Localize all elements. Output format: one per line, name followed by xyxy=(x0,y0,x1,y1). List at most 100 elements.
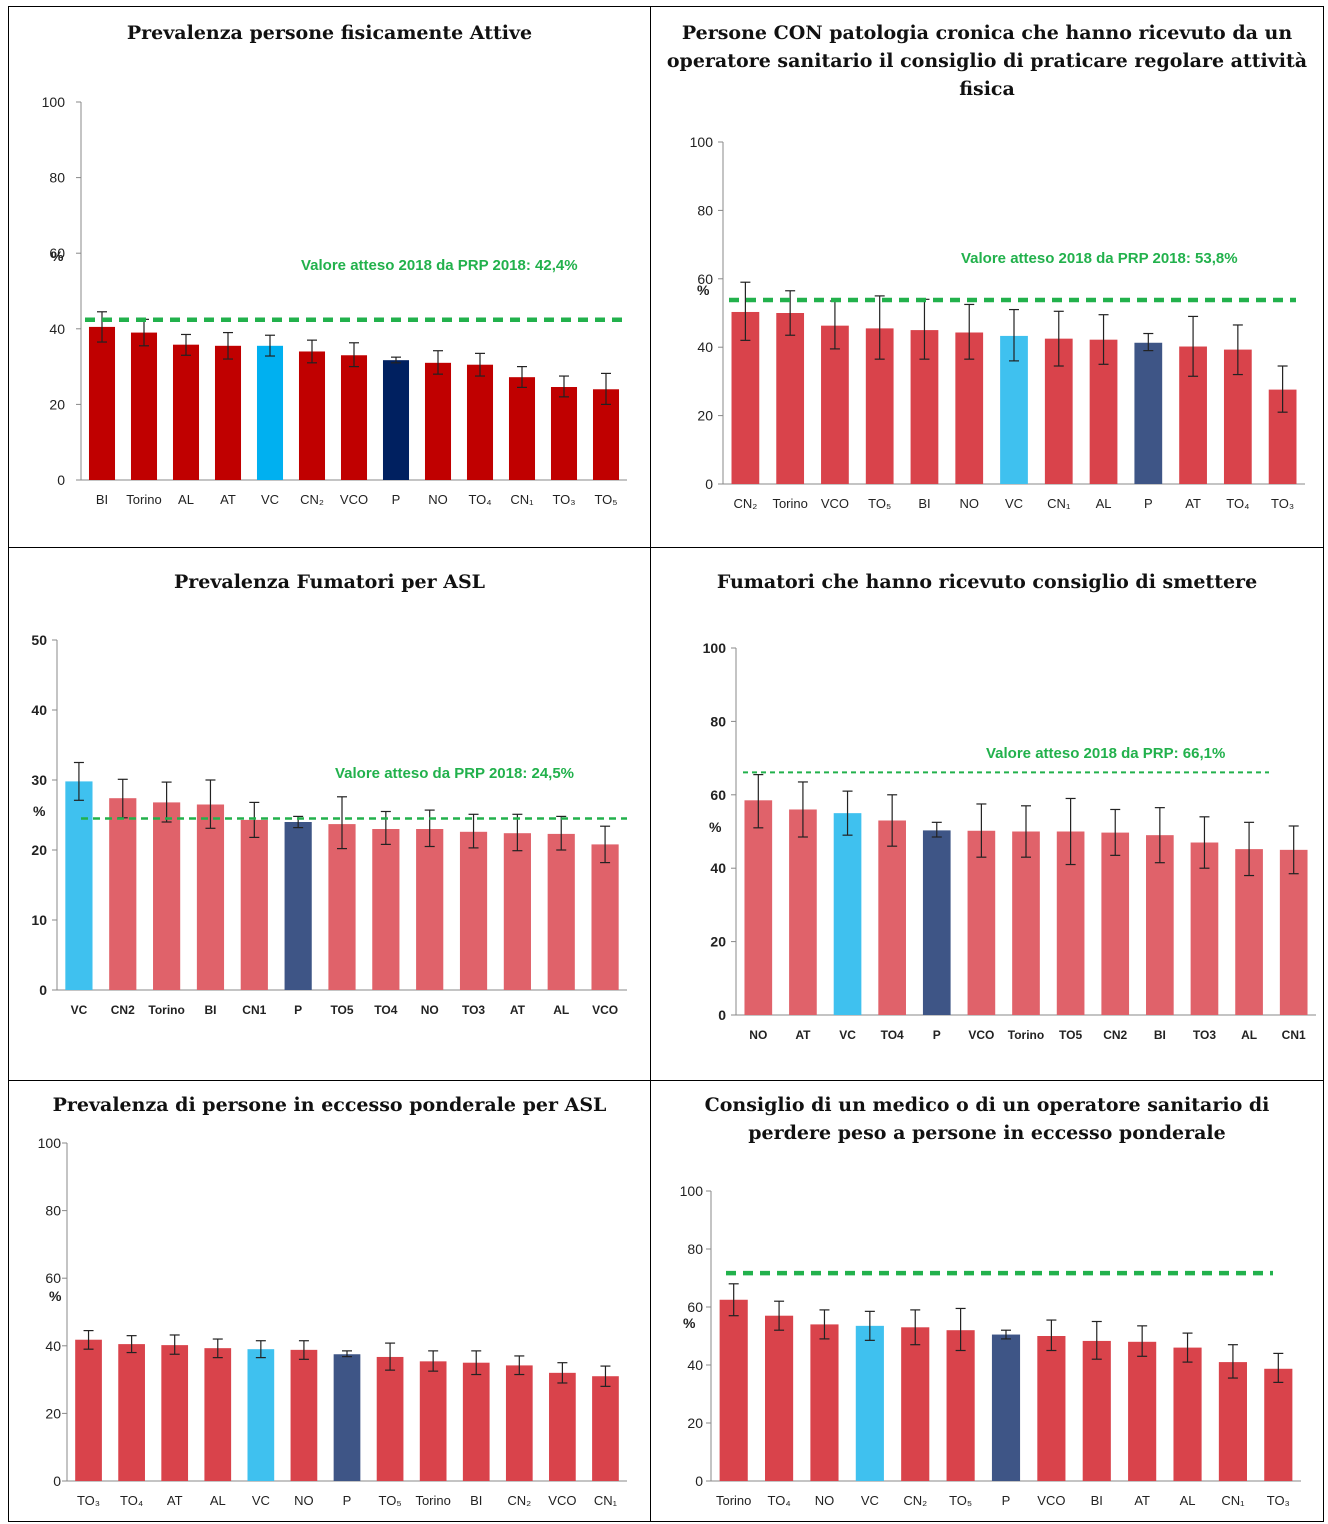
x-tick-label: VCO xyxy=(548,1493,576,1508)
panel-overweight-prevalence: Prevalenza di persone in eccesso pondera… xyxy=(9,1081,650,1521)
x-tick-label: P xyxy=(1144,496,1153,511)
y-axis-label: % xyxy=(51,248,64,264)
bar-CN2 xyxy=(505,1365,533,1481)
panel-smokers-prevalence: Prevalenza Fumatori per ASL 0 10 20 30 40 50%… xyxy=(9,548,650,1080)
y-tick-label: 0 xyxy=(57,472,65,488)
bar-CN2 xyxy=(901,1327,930,1481)
bar-VC xyxy=(855,1325,884,1481)
x-tick-label: Torino xyxy=(126,492,161,507)
x-tick-label: BI xyxy=(918,496,930,511)
y-tick-label: 0 xyxy=(718,1007,726,1023)
figure-grid: Prevalenza persone fisicamente Attive 0 2… xyxy=(8,6,1324,1522)
bar-TO5 xyxy=(946,1330,975,1481)
bar-Torino xyxy=(1012,831,1040,1015)
x-tick-label: CN₂ xyxy=(903,1493,927,1508)
y-tick-label: 30 xyxy=(31,772,47,788)
x-tick-label: NO xyxy=(294,1493,314,1508)
bar-VCO xyxy=(821,325,849,484)
bar-NO xyxy=(424,362,452,480)
bar-BI xyxy=(88,326,116,480)
y-tick-label: 100 xyxy=(680,1183,704,1199)
x-tick-label: Torino xyxy=(148,1003,184,1017)
y-tick-label: 80 xyxy=(697,202,713,218)
x-tick-label: BI xyxy=(204,1003,216,1017)
y-tick-label: 0 xyxy=(705,476,713,492)
x-tick-label: TO5 xyxy=(1059,1028,1082,1042)
x-tick-label: AT xyxy=(167,1493,183,1508)
x-tick-label: AL xyxy=(1096,496,1112,511)
x-tick-label: VCO xyxy=(1037,1493,1065,1508)
bar-AT xyxy=(214,345,242,480)
target-label: Valore atteso 2018 da PRP: 66,1% xyxy=(986,745,1225,762)
x-tick-label: TO4 xyxy=(881,1028,904,1042)
x-tick-label: VC xyxy=(71,1003,88,1017)
y-tick-label: 80 xyxy=(49,170,65,186)
bar-CN1 xyxy=(240,819,268,990)
y-tick-label: 40 xyxy=(31,702,47,718)
y-axis-label: % xyxy=(33,803,46,819)
bar-AL xyxy=(172,344,200,480)
x-tick-label: CN₂ xyxy=(733,496,757,511)
y-tick-label: 60 xyxy=(45,1270,61,1286)
y-tick-label: 20 xyxy=(31,842,47,858)
bar-TO3 xyxy=(550,387,578,480)
x-tick-label: NO xyxy=(428,492,448,507)
bar-Torino xyxy=(719,1299,748,1481)
y-tick-label: 60 xyxy=(710,787,726,803)
chart-title: Persone CON patologia cronica che hanno … xyxy=(666,22,1308,100)
x-tick-label: TO₄ xyxy=(768,1493,791,1508)
y-tick-label: 10 xyxy=(31,912,47,928)
x-tick-label: Torino xyxy=(1008,1028,1044,1042)
x-tick-label: NO xyxy=(959,496,979,511)
chart-title: Consiglio di un medico o di un operatore… xyxy=(704,1094,1270,1144)
y-tick-label: 0 xyxy=(695,1473,703,1489)
bar-CN1 xyxy=(1279,849,1308,1015)
bar-VC xyxy=(833,813,862,1015)
x-tick-label: Torino xyxy=(772,496,807,511)
bar-AL xyxy=(1235,849,1263,1015)
bar-AT xyxy=(789,809,817,1015)
bar-BI xyxy=(462,1362,490,1481)
y-tick-label: 20 xyxy=(45,1405,61,1421)
x-tick-label: P xyxy=(294,1003,302,1017)
x-tick-label: NO xyxy=(749,1028,767,1042)
x-tick-label: TO₄ xyxy=(1226,496,1249,511)
y-tick-label: 100 xyxy=(42,94,66,110)
x-tick-label: TO₅ xyxy=(868,496,891,511)
bar-P xyxy=(382,360,410,480)
x-tick-label: CN₁ xyxy=(1047,496,1071,511)
bar-TO3 xyxy=(1190,842,1219,1015)
bar-NO xyxy=(810,1324,839,1481)
x-tick-label: CN₂ xyxy=(507,1493,531,1508)
bar-CN1 xyxy=(1218,1362,1247,1481)
x-tick-label: TO₅ xyxy=(594,492,617,507)
x-tick-label: VC xyxy=(861,1493,879,1508)
target-label: Valore atteso da PRP 2018: 24,5% xyxy=(335,765,574,782)
bar-AT xyxy=(1128,1341,1157,1481)
y-tick-label: 100 xyxy=(38,1135,62,1151)
x-tick-label: CN2 xyxy=(1103,1028,1127,1042)
x-tick-label: CN1 xyxy=(1282,1028,1306,1042)
bar-AT xyxy=(161,1345,189,1481)
x-tick-label: Torino xyxy=(716,1493,751,1508)
x-tick-label: TO₅ xyxy=(949,1493,972,1508)
y-axis-label: % xyxy=(683,1315,696,1331)
y-tick-label: 80 xyxy=(687,1241,703,1257)
y-axis-label: % xyxy=(697,282,710,298)
chart-svg: 0 20 40 60 80 100% BI Torino AL AT VC CN₂ VCO P NO TO₄ C… xyxy=(42,94,627,507)
x-tick-label: TO₅ xyxy=(379,1493,402,1508)
x-tick-label: AT xyxy=(1134,1493,1150,1508)
x-tick-label: VC xyxy=(1005,496,1023,511)
bar-VCO xyxy=(967,830,996,1015)
x-tick-label: VCO xyxy=(968,1028,994,1042)
chart-svg: 0 20 40 60 80 100% TO₃ TO₄ AT AL VC NO P TO₅ Torino BI C… xyxy=(38,1135,627,1508)
bar-VCO xyxy=(549,1372,576,1481)
bar-P xyxy=(284,822,312,990)
chart-title: Fumatori che hanno ricevuto consiglio di… xyxy=(716,571,1258,593)
bar-AL xyxy=(204,1348,232,1481)
x-tick-label: BI xyxy=(470,1493,482,1508)
x-tick-label: TO3 xyxy=(1193,1028,1216,1042)
chart-title: Prevalenza di persone in eccesso pondera… xyxy=(52,1094,607,1116)
x-tick-label: VC xyxy=(839,1028,856,1042)
x-tick-label: P xyxy=(343,1493,352,1508)
